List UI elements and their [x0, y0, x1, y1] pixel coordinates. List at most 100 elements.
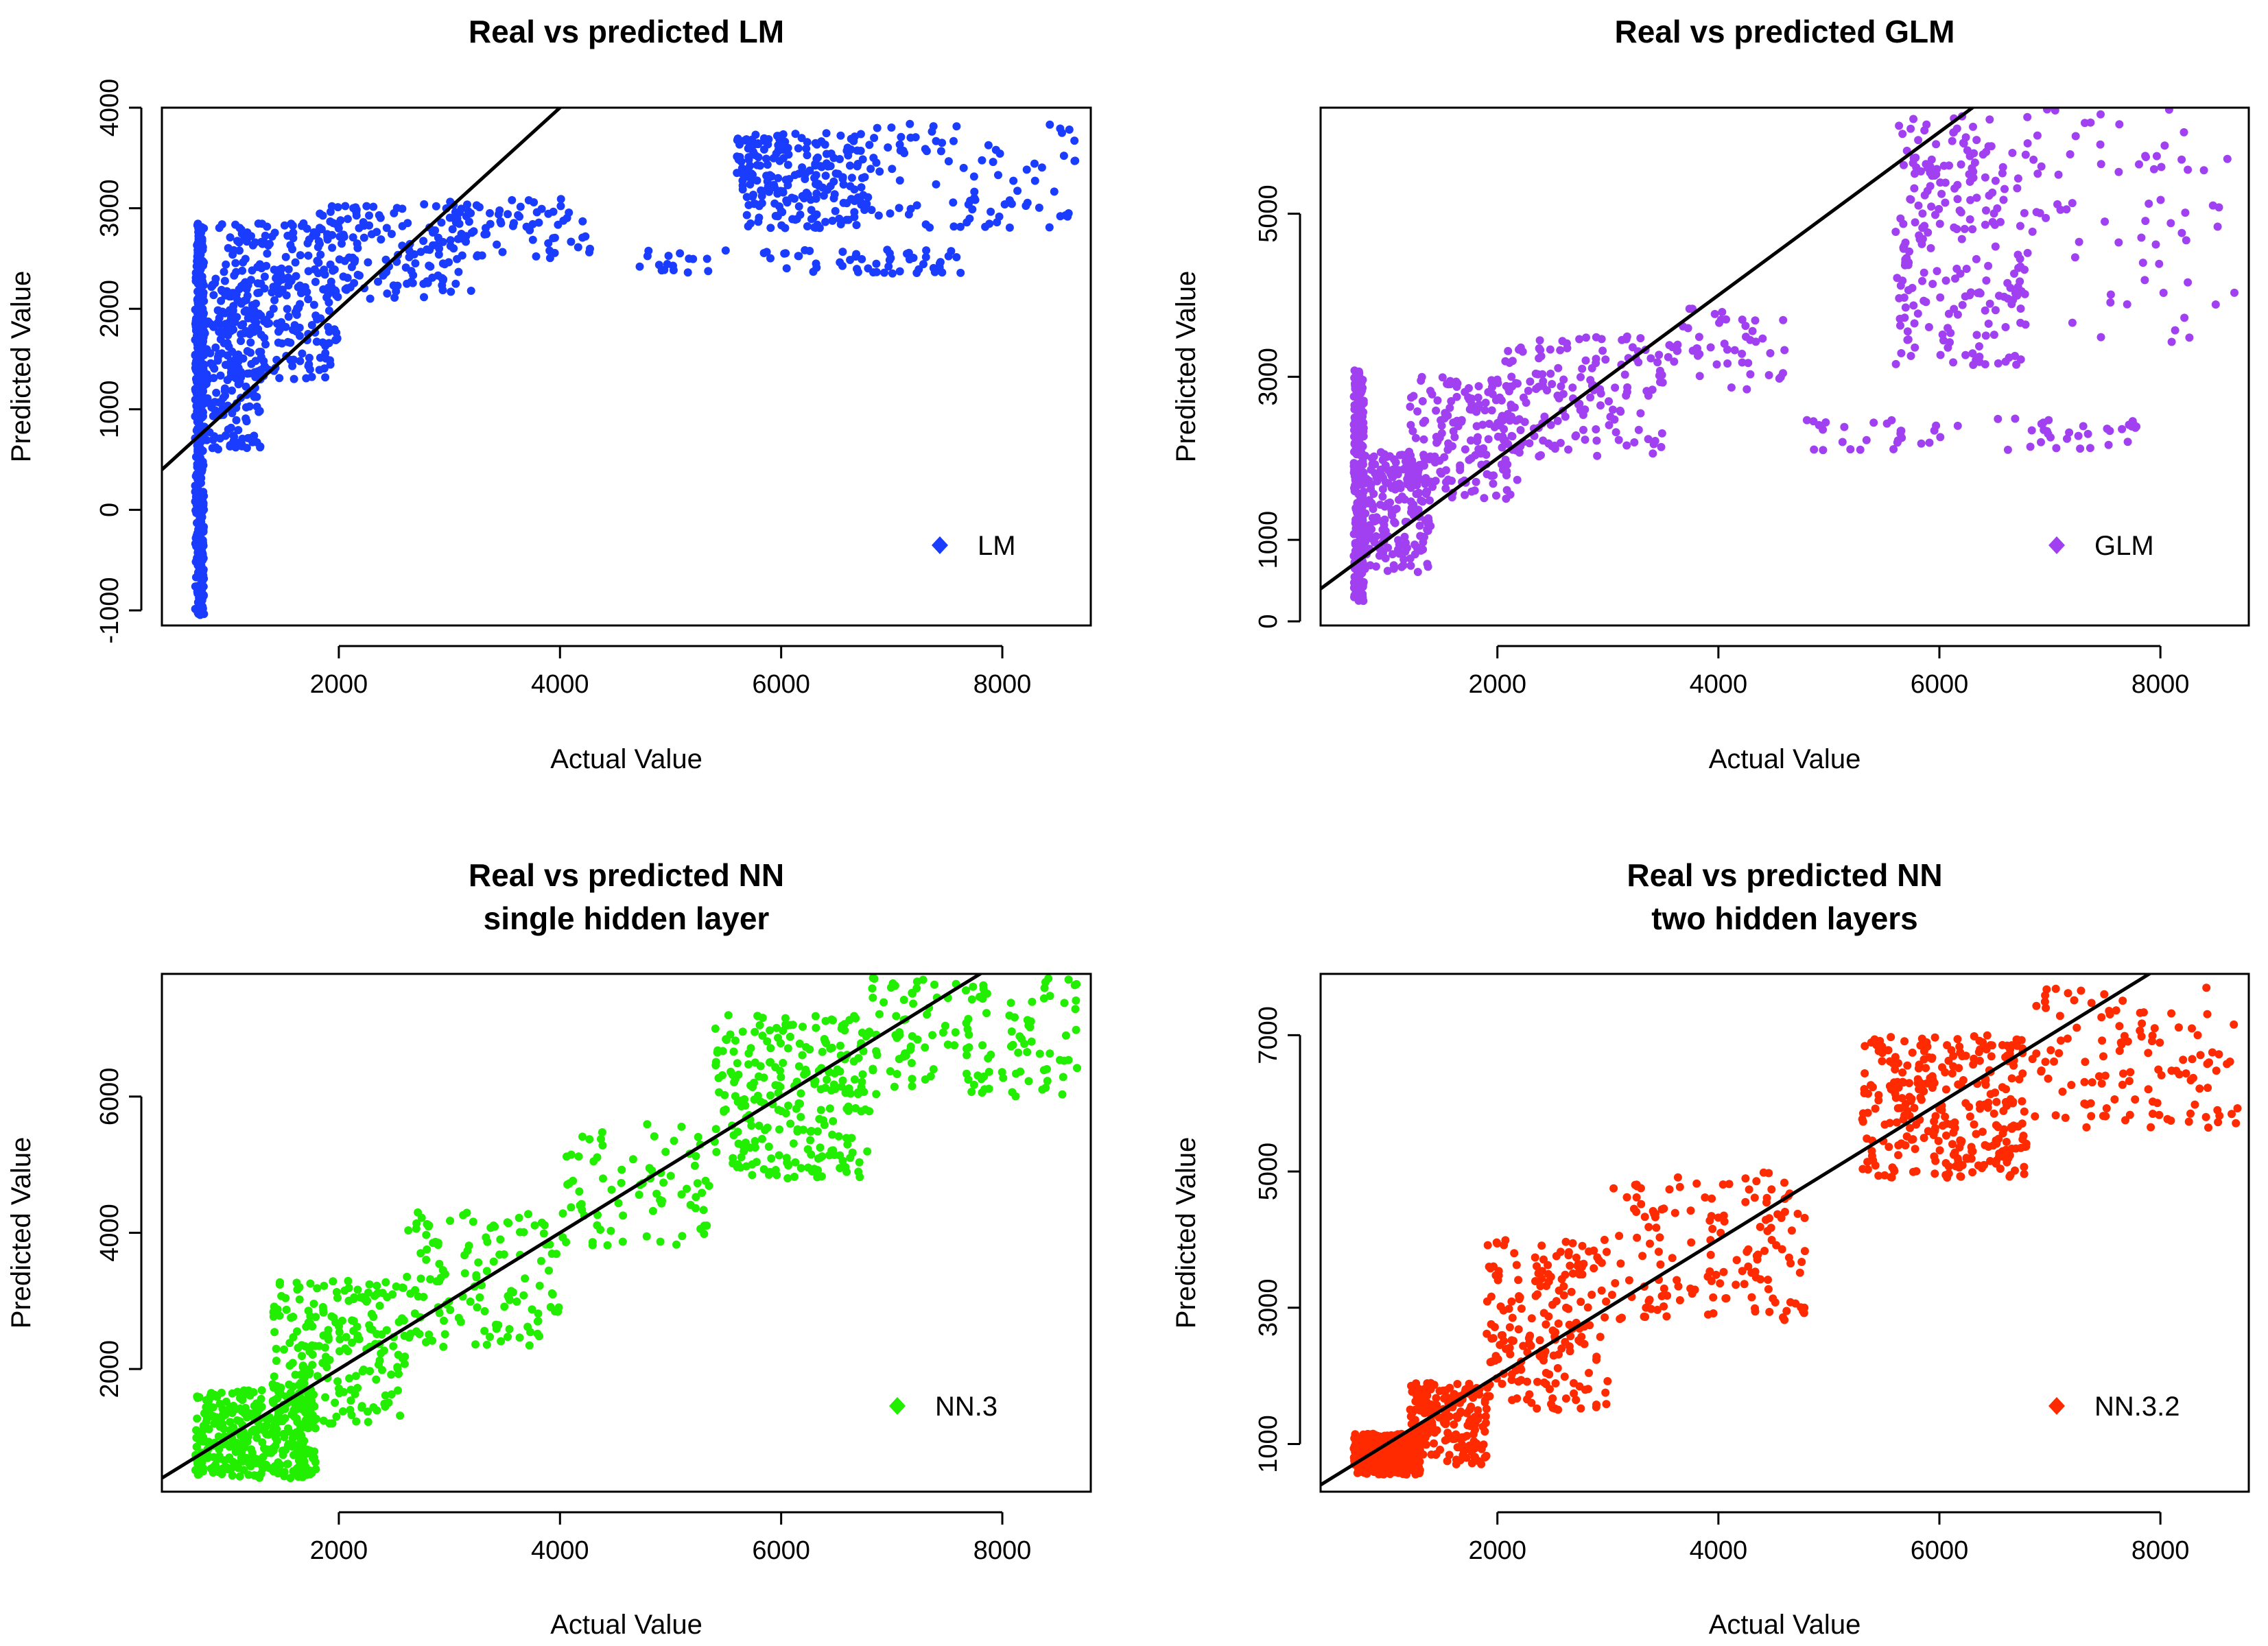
data-point: [1772, 1241, 1781, 1250]
data-point: [739, 1141, 747, 1150]
data-point: [1564, 445, 1573, 454]
data-point: [206, 1393, 215, 1402]
data-point: [290, 374, 298, 383]
data-point: [744, 1060, 753, 1069]
data-point: [1432, 406, 1441, 415]
reference-line: [162, 108, 563, 471]
data-point: [338, 239, 346, 248]
data-point: [777, 206, 785, 215]
data-point: [269, 1312, 278, 1321]
data-point: [2167, 337, 2176, 346]
data-point: [1498, 443, 1507, 452]
data-point: [558, 1233, 567, 1242]
data-point: [1546, 369, 1555, 378]
data-point: [1568, 1239, 1577, 1248]
data-point: [211, 1460, 220, 1469]
data-point: [2001, 357, 2010, 366]
data-point: [216, 371, 225, 380]
data-point: [886, 1067, 895, 1075]
data-point: [2056, 205, 2065, 214]
data-point: [1385, 1467, 1394, 1476]
data-point: [426, 1275, 435, 1284]
data-point: [1072, 1025, 1080, 1034]
data-point: [691, 1204, 700, 1213]
data-point: [984, 1084, 993, 1093]
data-point: [1514, 1276, 1523, 1285]
data-point: [353, 1334, 362, 1343]
data-point: [446, 241, 455, 250]
data-point: [1476, 449, 1485, 458]
data-point: [1539, 1309, 1548, 1317]
data-point: [1897, 349, 1906, 357]
data-point: [1556, 438, 1565, 447]
data-point: [606, 1226, 615, 1235]
data-point: [930, 980, 938, 989]
data-point: [1970, 149, 1978, 158]
data-point: [373, 1406, 381, 1415]
data-point: [437, 218, 446, 227]
data-point: [858, 254, 866, 263]
data-point: [211, 274, 220, 283]
data-point: [1415, 1466, 1424, 1475]
data-point: [783, 1044, 792, 1053]
data-point: [744, 165, 753, 174]
data-point: [1779, 369, 1787, 378]
data-point: [1039, 994, 1048, 1003]
data-point: [1780, 1315, 1789, 1324]
data-point: [909, 999, 918, 1008]
data-point: [1520, 393, 1528, 402]
data-point: [2011, 414, 2020, 423]
data-point: [792, 1104, 801, 1113]
data-point: [393, 1364, 402, 1373]
data-point: [284, 312, 293, 321]
data-point: [926, 1072, 935, 1081]
data-point: [346, 1396, 355, 1405]
data-point: [1750, 1193, 1759, 1202]
data-point: [307, 372, 316, 381]
data-point: [477, 251, 486, 260]
data-point: [731, 1036, 740, 1045]
data-point: [793, 1125, 802, 1134]
data-point: [245, 1457, 253, 1466]
data-point: [2006, 283, 2015, 292]
data-point: [1526, 377, 1535, 386]
data-point: [2037, 420, 2046, 428]
data-point: [238, 1444, 247, 1453]
data-point: [794, 202, 803, 211]
data-point: [1536, 1282, 1545, 1291]
data-point: [1432, 1394, 1441, 1403]
data-point: [1576, 1298, 1585, 1307]
data-point: [1414, 468, 1422, 477]
x-axis-label: Actual Value: [550, 744, 702, 774]
data-point: [432, 241, 440, 250]
data-point: [1503, 460, 1512, 469]
data-point: [196, 559, 204, 568]
data-point: [257, 264, 266, 273]
data-point: [798, 163, 807, 172]
data-point: [253, 289, 262, 298]
data-point: [2003, 445, 2012, 454]
data-point: [1397, 562, 1406, 571]
chart-title: Real vs predicted NN: [469, 857, 784, 893]
data-point: [305, 353, 314, 362]
data-point: [2177, 155, 2186, 164]
data-point: [1060, 1056, 1069, 1065]
data-point: [500, 1302, 509, 1311]
data-point: [462, 1208, 471, 1217]
data-point: [210, 364, 219, 373]
data-point: [967, 1088, 976, 1096]
data-point: [1985, 191, 1994, 200]
data-point: [670, 1136, 678, 1145]
data-point: [1400, 1463, 1409, 1472]
data-point: [840, 1020, 849, 1029]
data-point: [1481, 1412, 1490, 1421]
data-point: [272, 1344, 281, 1353]
data-point: [1994, 359, 2003, 368]
data-point: [1611, 383, 1620, 392]
data-point: [1484, 387, 1493, 396]
data-point: [1453, 1414, 1462, 1422]
data-point: [338, 1407, 347, 1416]
data-point: [757, 1134, 766, 1143]
data-point: [1644, 1223, 1653, 1232]
data-point: [790, 171, 799, 180]
